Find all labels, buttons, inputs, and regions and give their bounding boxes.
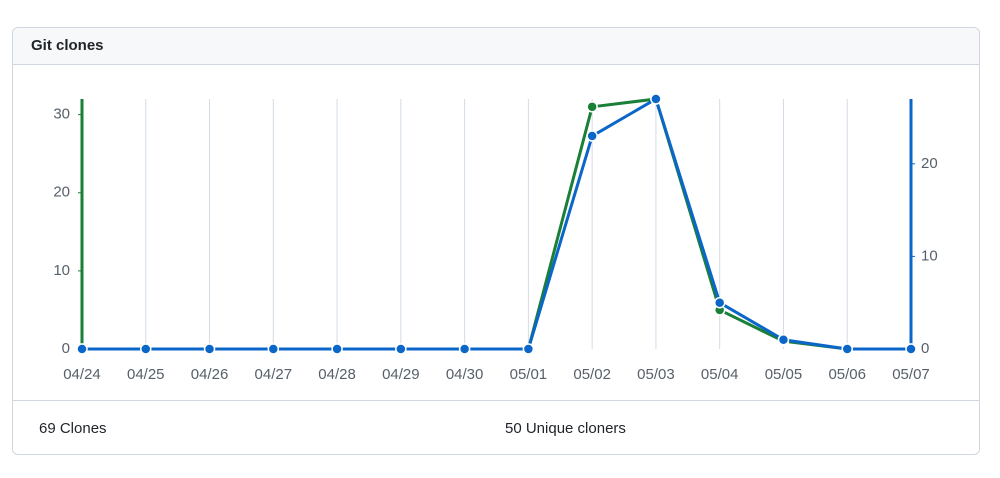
x-tick-label: 05/05 xyxy=(765,366,803,383)
data-point xyxy=(140,343,152,355)
data-point xyxy=(586,130,598,142)
y2-tick-label: 0 xyxy=(921,340,929,357)
data-point xyxy=(267,343,280,355)
y2-tick-label: 10 xyxy=(921,247,938,264)
x-tick-label: 05/07 xyxy=(892,366,930,383)
series-line xyxy=(82,97,911,351)
card-title: Git clones xyxy=(13,28,979,65)
x-tick-label: 05/04 xyxy=(701,366,739,383)
x-tick-label: 05/03 xyxy=(637,366,675,383)
x-tick-label: 04/29 xyxy=(382,366,420,383)
data-point xyxy=(841,343,853,355)
data-point xyxy=(458,343,471,355)
y-tick-label: 10 xyxy=(53,262,70,279)
data-point xyxy=(905,343,917,355)
x-tick-label: 04/28 xyxy=(318,366,356,383)
data-point xyxy=(331,343,343,355)
y-tick-label: 0 xyxy=(62,340,70,357)
data-point xyxy=(76,343,88,355)
x-tick-label: 04/25 xyxy=(127,366,165,383)
series-line xyxy=(82,97,911,351)
summary: 69 Clones 50 Unique cloners xyxy=(13,400,979,454)
clones-total: 69 Clones xyxy=(39,420,107,437)
y2-tick-label: 20 xyxy=(921,155,938,172)
data-point xyxy=(203,343,216,355)
y-tick-label: 30 xyxy=(53,106,70,123)
x-tick-label: 04/26 xyxy=(191,366,229,383)
x-tick-label: 04/27 xyxy=(255,366,293,383)
unique-total: 50 Unique cloners xyxy=(505,420,626,437)
data-point xyxy=(650,93,662,105)
data-point xyxy=(522,343,535,355)
data-point xyxy=(586,101,598,113)
data-point xyxy=(395,343,407,355)
x-tick-label: 04/30 xyxy=(446,366,484,383)
x-tick-label: 05/01 xyxy=(510,366,548,383)
data-point xyxy=(713,296,726,309)
x-tick-label: 05/02 xyxy=(573,366,611,383)
x-tick-label: 04/24 xyxy=(63,366,101,383)
clones-card: Git clones 69 Clones 50 Unique cloners xyxy=(12,27,980,455)
y-tick-label: 20 xyxy=(53,184,70,201)
data-point xyxy=(777,333,790,346)
chart: 04/24 04/25 04/26 04/27 04/28 04/29 04/30 05/01… xyxy=(53,93,938,383)
x-tick-label: 05/06 xyxy=(828,366,866,383)
